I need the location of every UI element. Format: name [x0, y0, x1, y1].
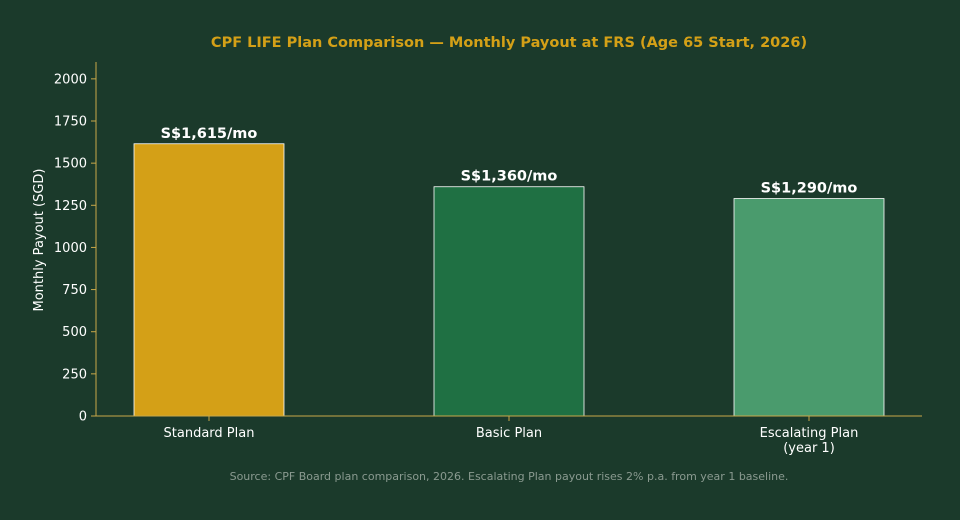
- x-tick-label: Basic Plan: [476, 426, 542, 441]
- bar: [733, 198, 885, 417]
- bar-data-label: S$1,615/mo: [161, 126, 258, 142]
- y-tick-label: 0: [79, 410, 87, 425]
- bar-data-label: S$1,360/mo: [461, 169, 558, 185]
- y-tick-label: 1500: [54, 157, 87, 172]
- y-tick-label: 750: [62, 283, 87, 298]
- source-caption: Source: CPF Board plan comparison, 2026.…: [230, 470, 789, 483]
- y-tick-label: 1250: [54, 199, 87, 214]
- x-tick-label: Standard Plan: [164, 426, 255, 441]
- bar-series: S$1,615/mo S$1,360/mo S$1,290/mo: [133, 126, 885, 417]
- bar: [433, 186, 585, 417]
- y-axis-ticks: 0 250 500 750 1000 1250 1500 1750 2000: [54, 72, 96, 425]
- chart-title: CPF LIFE Plan Comparison — Monthly Payou…: [211, 35, 807, 51]
- y-axis-label: Monthly Payout (SGD): [32, 169, 47, 312]
- y-tick-label: 2000: [54, 72, 87, 87]
- y-tick-label: 250: [62, 367, 87, 382]
- bar-data-label: S$1,290/mo: [761, 181, 858, 197]
- x-axis-ticks: Standard Plan Basic Plan Escalating Plan (y…: [164, 416, 859, 456]
- y-tick-label: 1000: [54, 241, 87, 256]
- y-tick-label: 500: [62, 325, 87, 340]
- y-tick-label: 1750: [54, 115, 87, 130]
- x-tick-label: Escalating Plan (year 1): [760, 426, 859, 456]
- bar: [133, 143, 285, 417]
